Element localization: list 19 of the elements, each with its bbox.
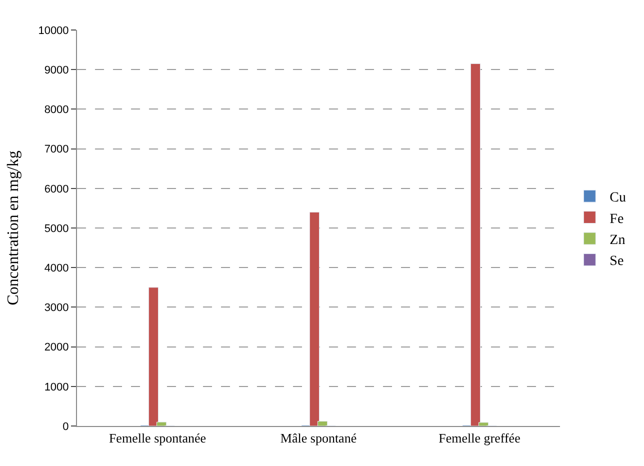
y-tick-label: 6000 bbox=[44, 183, 69, 196]
y-tick-label: 3000 bbox=[44, 302, 69, 314]
y-tick-label: 0 bbox=[62, 420, 69, 433]
y-tick-label: 8000 bbox=[44, 104, 69, 116]
x-tick-label: Mâle spontané bbox=[280, 430, 357, 446]
y-tick-label: 5000 bbox=[44, 222, 69, 235]
x-tick-label: Femelle greffée bbox=[438, 430, 521, 446]
y-tick-label: 4000 bbox=[44, 262, 69, 274]
y-tick-label: 7000 bbox=[44, 144, 69, 156]
legend-label: Cu bbox=[610, 190, 626, 206]
legend-label: Zn bbox=[610, 232, 626, 248]
legend-label: Fe bbox=[610, 212, 624, 227]
y-tick-label: 1000 bbox=[44, 381, 69, 394]
y-tick-label: 9000 bbox=[44, 64, 69, 76]
y-tick-label: 10000 bbox=[38, 24, 69, 37]
y-tick-label: 2000 bbox=[44, 342, 69, 354]
x-tick-label: Femelle spontanée bbox=[108, 430, 206, 446]
y-axis-title: Concentration en mg/kg bbox=[5, 150, 22, 306]
legend-label: Se bbox=[610, 254, 624, 270]
